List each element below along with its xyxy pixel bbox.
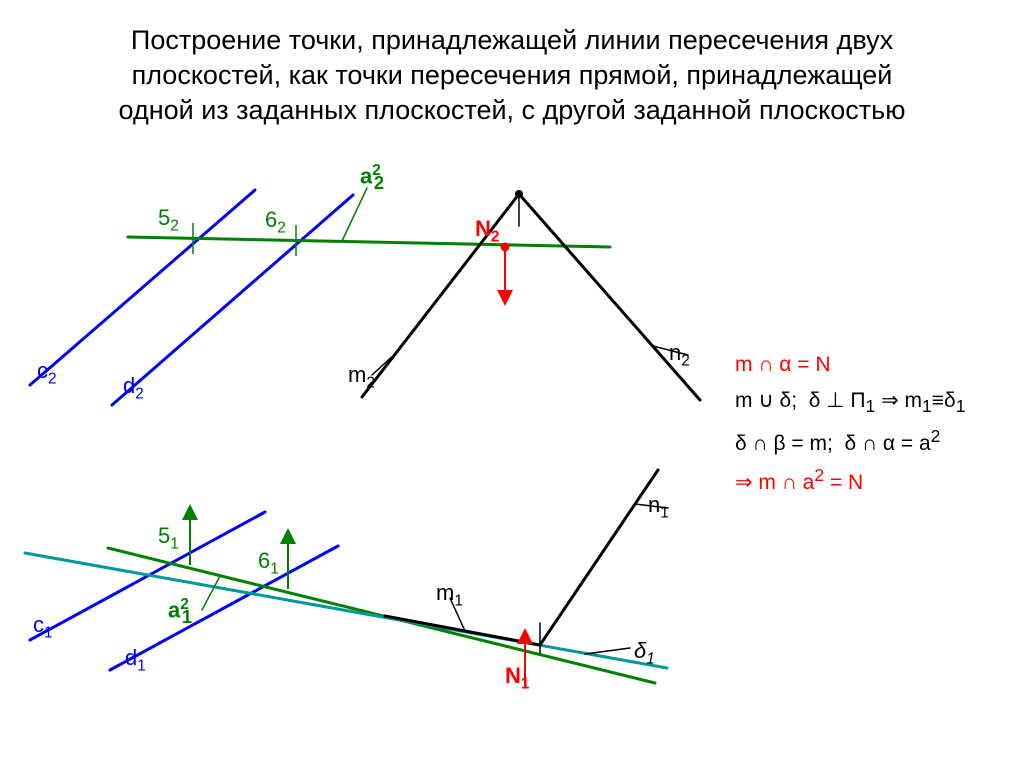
label-N1: N1	[505, 663, 529, 693]
formula-line-3: ⇒ m ∩ a2 = N	[735, 461, 965, 501]
formula-line-2: δ ∩ β = m; δ ∩ α = a2	[735, 422, 965, 462]
label-c1: c1	[33, 612, 53, 642]
label-d2: d2	[123, 373, 144, 403]
line-leader_d1l	[585, 648, 630, 654]
label-p62: 62	[265, 207, 286, 237]
label-m1: m1	[436, 580, 463, 610]
label-p61: 61	[258, 548, 279, 578]
line-m1	[385, 616, 540, 645]
label-c2: c2	[37, 358, 57, 388]
label-d1: d1	[125, 645, 146, 675]
label-m2: m2	[348, 362, 375, 392]
point-N2	[501, 243, 510, 252]
line-c2	[30, 190, 255, 385]
line-leader_a2u	[342, 188, 367, 241]
label-p51: 51	[158, 523, 179, 553]
line-leader_m2	[372, 353, 396, 375]
line-delta1	[25, 553, 667, 668]
line-a2_upper	[128, 237, 610, 247]
formula-line-0: m ∩ α = N	[735, 347, 965, 383]
label-N2: N2	[475, 216, 499, 246]
label-n2: n2	[669, 340, 690, 370]
label-n1: n1	[648, 492, 669, 522]
label-delta1: δ1	[634, 638, 655, 668]
line-n1_seg	[540, 470, 658, 645]
point-apex	[515, 190, 523, 198]
label-p52: 52	[158, 205, 179, 235]
line-d2	[112, 195, 353, 405]
formula-block: m ∩ α = Nm ∪ δ; δ ⊥ Π1 ⇒ m1≡δ1δ ∩ β = m;…	[735, 347, 965, 501]
label-a1: a21	[168, 596, 192, 628]
line-leader_a1	[202, 576, 220, 610]
formula-line-1: m ∪ δ; δ ⊥ Π1 ⇒ m1≡δ1	[735, 383, 965, 422]
label-a2u: a22	[360, 162, 384, 194]
